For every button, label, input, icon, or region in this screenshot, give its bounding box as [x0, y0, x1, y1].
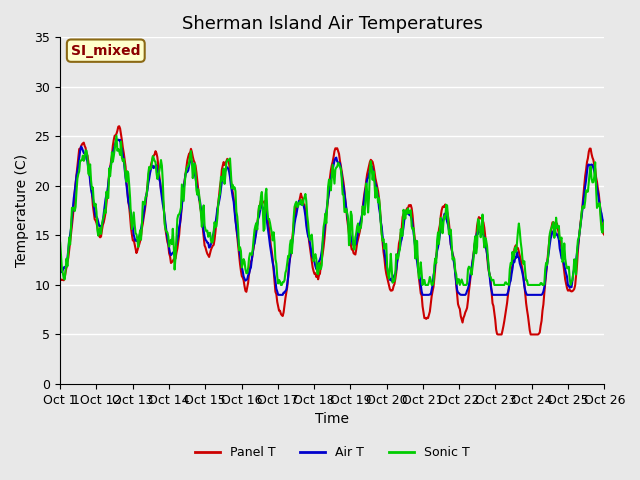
- Sonic T: [600, 218, 608, 224]
- Air T: [422, 292, 429, 298]
- Sonic T: [113, 133, 120, 139]
- Air T: [115, 137, 122, 143]
- Sonic T: [468, 272, 476, 277]
- Sonic T: [303, 213, 311, 218]
- Air T: [303, 229, 311, 235]
- Legend: Panel T, Air T, Sonic T: Panel T, Air T, Sonic T: [189, 442, 475, 465]
- Sonic T: [154, 176, 161, 182]
- Line: Sonic T: Sonic T: [60, 136, 604, 285]
- Air T: [419, 292, 426, 298]
- Panel T: [303, 223, 311, 229]
- Panel T: [378, 230, 385, 236]
- Sonic T: [378, 231, 385, 237]
- Panel T: [600, 232, 608, 238]
- Panel T: [197, 209, 205, 215]
- Air T: [600, 221, 608, 227]
- Sonic T: [460, 282, 467, 288]
- Panel T: [467, 272, 475, 278]
- X-axis label: Time: Time: [316, 412, 349, 426]
- Panel T: [154, 154, 161, 160]
- Panel T: [420, 315, 428, 321]
- Y-axis label: Temperature (C): Temperature (C): [15, 154, 29, 267]
- Panel T: [56, 276, 64, 282]
- Line: Air T: Air T: [60, 140, 604, 295]
- Title: Sherman Island Air Temperatures: Sherman Island Air Temperatures: [182, 15, 483, 33]
- Sonic T: [197, 210, 205, 216]
- Air T: [378, 224, 385, 230]
- Panel T: [115, 123, 123, 129]
- Panel T: [527, 332, 534, 337]
- Air T: [468, 264, 476, 270]
- Sonic T: [420, 277, 428, 283]
- Text: SI_mixed: SI_mixed: [71, 44, 141, 58]
- Air T: [154, 169, 161, 175]
- Air T: [197, 206, 205, 212]
- Air T: [56, 268, 64, 274]
- Sonic T: [56, 240, 64, 246]
- Line: Panel T: Panel T: [60, 126, 604, 335]
